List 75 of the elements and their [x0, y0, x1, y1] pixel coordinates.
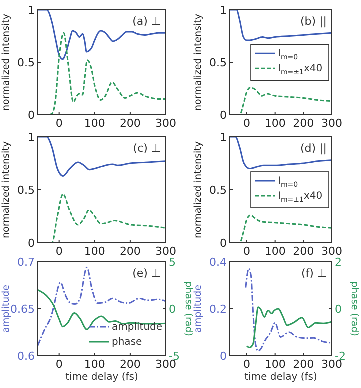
- x-tick-label: 0: [244, 245, 250, 258]
- x-tick-label: 200: [120, 245, 141, 258]
- y-tick-label: 1: [220, 131, 227, 144]
- annotation: (a) ⊥: [132, 15, 161, 28]
- x-tick-label: 100: [84, 117, 106, 130]
- line-series: [38, 10, 166, 60]
- y-axis-title: amplitude: [193, 284, 204, 334]
- y-tick-label: 0.5: [210, 184, 227, 197]
- x-tick-label: 300: [156, 117, 176, 130]
- annotation: (c) ⊥: [133, 142, 161, 155]
- x-tick-label: 300: [156, 358, 176, 371]
- y2-axis-title: phase (rad): [183, 282, 194, 336]
- y-tick-label: 1: [28, 131, 35, 144]
- y2-tick-label: 2: [335, 256, 342, 269]
- y-tick-label: 0: [220, 350, 227, 363]
- y-tick-label: 0.7: [18, 256, 35, 269]
- x-tick-label: 100: [264, 245, 286, 258]
- y2-axis-title: phase (rad): [349, 282, 360, 336]
- line-series: [38, 137, 166, 177]
- x-tick-label: 100: [84, 358, 106, 371]
- x-axis-title: time delay (fs): [66, 372, 138, 383]
- y-axis-title: normalized intensity: [193, 14, 204, 111]
- x-tick-label: 200: [293, 117, 314, 130]
- line-series: [245, 268, 332, 352]
- y2-tick-label: 0: [335, 303, 342, 316]
- x-tick-label: 0: [56, 358, 63, 371]
- y-axis-title: normalized intensity: [1, 14, 12, 111]
- y-tick-label: 0.2: [210, 303, 227, 316]
- line-series: [38, 266, 166, 346]
- x-tick-label: 0: [56, 245, 63, 258]
- annotation: (d) ||: [300, 142, 327, 155]
- x-tick-label: 100: [264, 358, 286, 371]
- legend-label: amplitude: [112, 322, 163, 333]
- x-tick-label: 100: [84, 245, 106, 258]
- line-series: [230, 137, 332, 170]
- annotation: (f) ⊥: [301, 267, 327, 280]
- x-tick-label: 0: [56, 117, 63, 130]
- x-tick-label: 200: [120, 358, 141, 371]
- legend-label: I$_{m=0}$: [278, 176, 298, 189]
- y-tick-label: 0.4: [210, 256, 227, 269]
- x-tick-label: 300: [322, 245, 342, 258]
- x-tick-label: 200: [120, 117, 141, 130]
- y2-tick-label: 5: [169, 256, 176, 269]
- line-series: [246, 306, 332, 349]
- x-tick-label: 0: [244, 358, 250, 371]
- annotation: (e) ⊥: [132, 267, 161, 280]
- line-series: [230, 10, 332, 42]
- y-tick-label: 0: [28, 237, 35, 250]
- x-tick-label: 0: [244, 117, 250, 130]
- y-tick-label: 0.5: [18, 184, 35, 197]
- x-tick-label: 300: [322, 117, 342, 130]
- y2-tick-label: 0: [169, 303, 176, 316]
- y-tick-label: 0.6: [18, 350, 35, 363]
- y-axis-title: amplitude: [1, 284, 12, 334]
- x-tick-label: 200: [293, 245, 314, 258]
- x-tick-label: 100: [264, 117, 286, 130]
- legend-label: phase: [112, 337, 142, 348]
- legend-label: I$_{m=±1}$x40: [278, 64, 323, 77]
- annotation: (b) ||: [300, 15, 327, 28]
- legend-label: I$_{m=±1}$x40: [278, 190, 323, 204]
- y-axis-title: normalized intensity: [1, 141, 12, 238]
- y-tick-label: 1: [28, 4, 35, 17]
- legend-label: I$_{m=0}$: [278, 48, 298, 62]
- y-tick-label: 1: [220, 4, 227, 17]
- y-tick-label: 0: [220, 237, 227, 250]
- x-tick-label: 300: [156, 245, 176, 258]
- x-tick-label: 200: [293, 358, 314, 371]
- y-tick-label: 0.5: [18, 56, 35, 70]
- y-tick-label: 0.5: [210, 56, 227, 70]
- y-tick-label: 0.65: [10, 303, 35, 316]
- x-axis-title: time delay (fs): [244, 372, 318, 383]
- line-series: [38, 289, 166, 330]
- y-tick-label: 0: [28, 109, 35, 122]
- y-tick-label: 0: [220, 109, 227, 122]
- y-axis-title: normalized intensity: [193, 141, 204, 238]
